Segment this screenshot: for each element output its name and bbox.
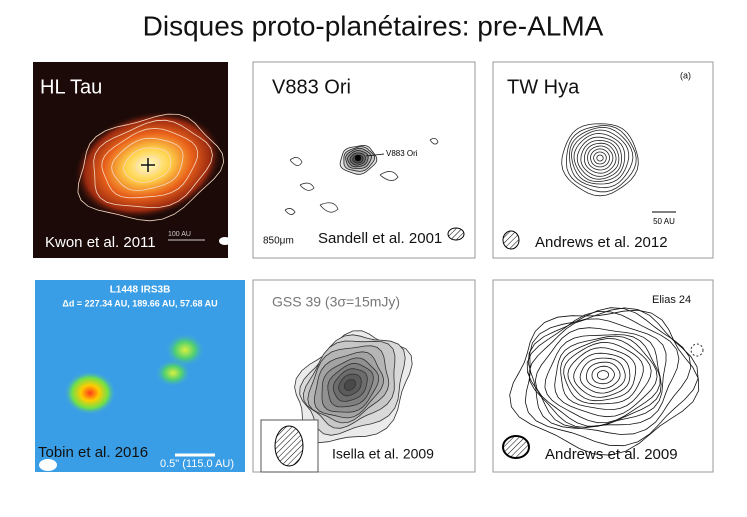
panel-v883-ori: V883 Ori V883 Ori 850μm Sandell et al. 2… xyxy=(252,61,476,259)
panel-l1448: L1448 IRS3B Δd = 227.34 AU, 189.66 AU, 5… xyxy=(35,280,245,472)
contour xyxy=(567,347,637,402)
contour xyxy=(569,126,634,189)
source-a xyxy=(64,371,116,415)
beam xyxy=(39,459,57,471)
scale-label: 0.5" (115.0 AU) xyxy=(160,458,234,470)
panel-name: GSS 39 (3σ=15mJy) xyxy=(272,294,400,310)
contour xyxy=(528,318,667,429)
contours xyxy=(77,113,225,222)
citation: Isella et al. 2009 xyxy=(332,446,434,462)
source-b xyxy=(165,333,205,367)
contour xyxy=(584,142,617,174)
panel-frame xyxy=(492,61,714,259)
noise-contour xyxy=(690,343,704,357)
contour xyxy=(544,334,661,424)
contour xyxy=(101,127,199,199)
contour xyxy=(561,123,639,197)
panel-label: (a) xyxy=(680,70,691,80)
contour xyxy=(596,154,604,162)
contour xyxy=(573,352,631,398)
contour xyxy=(587,145,614,171)
contour xyxy=(509,309,700,456)
contour xyxy=(77,113,225,222)
contour xyxy=(111,137,184,191)
panel-hl-tau: HL Tau 100 AU Kwon et al. 2011 xyxy=(33,62,231,258)
contour xyxy=(135,156,161,175)
citation: Tobin et al. 2016 xyxy=(38,444,148,461)
contour xyxy=(579,357,626,394)
contour xyxy=(563,341,644,405)
annotation: Δd = 227.34 AU, 189.66 AU, 57.68 AU xyxy=(62,298,217,308)
beam xyxy=(274,425,304,467)
beam xyxy=(447,227,465,241)
contour xyxy=(534,327,662,427)
panel-name: V883 Ori xyxy=(272,76,351,98)
contours xyxy=(294,330,413,444)
contour xyxy=(576,136,622,180)
contour xyxy=(554,335,658,418)
contour xyxy=(591,365,615,385)
beam xyxy=(502,230,520,250)
panel-gss-39: GSS 39 (3σ=15mJy) Isella et al. 2009 xyxy=(252,279,476,473)
citation: Andrews et al. 2012 xyxy=(535,234,668,251)
source-c xyxy=(155,359,191,387)
panel-name: TW Hya xyxy=(507,76,580,98)
scale-label: 50 AU xyxy=(653,217,675,226)
contour xyxy=(560,338,652,411)
contour xyxy=(573,133,626,182)
contour xyxy=(580,139,620,177)
citation: Sandell et al. 2001 xyxy=(318,230,442,247)
beam xyxy=(219,237,231,245)
contour xyxy=(123,147,172,183)
contour xyxy=(343,379,357,391)
panel-name: Elias 24 xyxy=(652,294,691,306)
contours xyxy=(561,123,639,197)
annotation-line xyxy=(365,153,385,157)
contour xyxy=(565,125,637,193)
citation: Andrews et al. 2009 xyxy=(545,446,678,463)
contour xyxy=(571,129,630,185)
panel-background xyxy=(35,280,245,472)
contour xyxy=(524,307,699,447)
scale-label: 100 AU xyxy=(168,231,191,238)
source-peak xyxy=(355,155,361,161)
contour xyxy=(93,119,213,209)
contour xyxy=(526,311,680,428)
panel-name: L1448 IRS3B xyxy=(110,285,171,296)
citation: Kwon et al. 2011 xyxy=(45,234,156,251)
slide-title: Disques proto-planétaires: pre-ALMA xyxy=(143,10,604,41)
beam xyxy=(502,435,530,459)
noise-contours xyxy=(284,138,439,215)
contour xyxy=(585,361,621,389)
wavelength-label: 850μm xyxy=(263,236,294,247)
contours xyxy=(509,307,700,456)
contour xyxy=(593,151,607,165)
contour xyxy=(597,370,609,380)
contour xyxy=(590,148,610,168)
annotation: V883 Ori xyxy=(386,149,418,158)
panel-elias-24: Elias 24 Andrews et al. 2009 xyxy=(492,279,714,473)
star-marker xyxy=(141,158,155,172)
contour xyxy=(527,307,692,435)
panel-name: HL Tau xyxy=(40,76,102,98)
panel-tw-hya: TW Hya (a) 50 AU Andrews et al. 2012 xyxy=(492,61,714,259)
